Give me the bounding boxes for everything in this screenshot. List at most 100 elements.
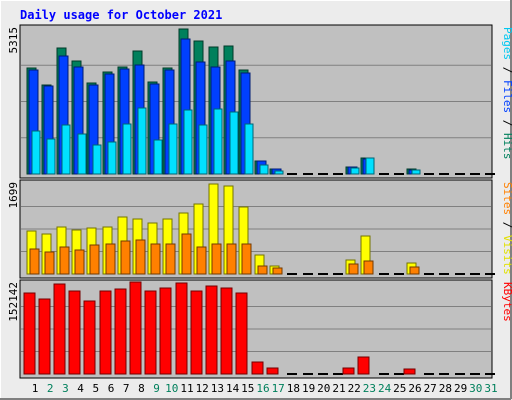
bar-kbytes	[235, 292, 248, 375]
bar-kbytes	[99, 290, 112, 375]
day-label: 6	[108, 382, 115, 395]
bar-kbytes	[205, 285, 218, 375]
legend: KBytes	[501, 282, 512, 322]
bar-kbytes	[23, 292, 36, 375]
bar-pages	[365, 157, 375, 175]
bar-pages	[229, 111, 239, 175]
day-label: 12	[196, 382, 209, 395]
bar-empty	[439, 273, 449, 275]
bar-empty	[424, 273, 434, 275]
bar-empty	[287, 173, 297, 175]
day-label: 13	[211, 382, 224, 395]
bar-empty	[424, 373, 434, 375]
bar-kbytes	[220, 287, 233, 375]
bar-kbytes	[68, 290, 81, 375]
bar-empty	[379, 373, 389, 375]
day-label: 1	[32, 382, 39, 395]
bar-pages	[183, 109, 193, 175]
bar-empty	[470, 173, 480, 175]
y-max-label: 152142	[7, 282, 20, 322]
chart-title: Daily usage for October 2021	[20, 8, 222, 22]
day-label: 29	[454, 382, 467, 395]
bar-pages	[31, 130, 41, 175]
bar-empty	[379, 173, 389, 175]
day-label: 20	[317, 382, 330, 395]
day-label: 11	[180, 382, 193, 395]
bar-sites	[211, 243, 222, 275]
legend-item: Sites	[501, 182, 512, 215]
day-label: 23	[363, 382, 376, 395]
day-label: 9	[153, 382, 160, 395]
legend: Pages / Files / Hits	[501, 27, 512, 160]
bar-sites	[363, 260, 374, 275]
bar-pages	[168, 123, 178, 175]
bar-empty	[287, 373, 297, 375]
bar-empty	[455, 273, 465, 275]
bar-pages	[137, 107, 147, 175]
day-label: 28	[439, 382, 452, 395]
bar-empty	[318, 273, 328, 275]
day-label: 16	[256, 382, 269, 395]
bar-empty	[333, 273, 343, 275]
bar-pages	[411, 169, 421, 175]
bar-pages	[244, 123, 254, 175]
bar-empty	[287, 273, 297, 275]
legend-item: /	[501, 60, 512, 80]
day-label: 10	[165, 382, 178, 395]
day-label: 3	[62, 382, 69, 395]
legend: Sites / Visits	[501, 182, 512, 275]
bar-pages	[46, 138, 56, 175]
day-label: 19	[302, 382, 315, 395]
bar-empty	[333, 173, 343, 175]
bar-pages	[92, 144, 102, 175]
bar-sites	[241, 243, 252, 275]
bar-kbytes	[251, 361, 264, 375]
bar-pages	[107, 141, 117, 175]
bar-sites	[44, 251, 55, 275]
bar-empty	[318, 373, 328, 375]
day-label: 31	[484, 382, 497, 395]
bar-pages	[153, 139, 163, 175]
bar-empty	[394, 373, 404, 375]
bar-pages	[77, 133, 87, 175]
bar-pages	[350, 167, 360, 175]
legend-item: /	[501, 215, 512, 235]
bar-empty	[379, 273, 389, 275]
day-label: 7	[123, 382, 130, 395]
legend-item: Pages	[501, 27, 512, 60]
bar-empty	[394, 273, 404, 275]
bar-empty	[470, 373, 480, 375]
bar-sites	[105, 243, 116, 275]
bar-sites	[257, 265, 268, 275]
bar-kbytes	[129, 281, 142, 375]
bar-kbytes	[144, 290, 157, 375]
day-label: 25	[393, 382, 406, 395]
bar-sites	[181, 233, 192, 275]
bar-sites	[120, 240, 131, 275]
bar-sites	[348, 263, 359, 275]
bar-kbytes	[38, 298, 51, 375]
day-label: 21	[332, 382, 345, 395]
bar-kbytes	[266, 367, 279, 375]
bar-kbytes	[175, 282, 188, 375]
day-label: 4	[77, 382, 84, 395]
panel-visits_sites: 1699 Sites / Visits	[7, 179, 512, 279]
day-label: 14	[226, 382, 240, 395]
bar-sites	[226, 243, 237, 275]
bar-empty	[303, 173, 313, 175]
chart-panels: 5315 Pages / Files / Hits 1699 Sites / Visi…	[7, 24, 512, 379]
bar-pages	[198, 124, 208, 175]
day-label: 2	[47, 382, 54, 395]
y-max-label: 5315	[7, 27, 20, 54]
bar-kbytes	[159, 287, 172, 375]
bar-pages	[259, 164, 269, 175]
bar-empty	[424, 173, 434, 175]
bar-kbytes	[83, 300, 96, 375]
day-label: 15	[241, 382, 254, 395]
bar-pages	[274, 170, 284, 175]
legend-item: Hits	[501, 133, 512, 160]
day-label: 5	[92, 382, 99, 395]
legend-item: /	[501, 113, 512, 133]
bar-kbytes	[190, 290, 203, 375]
bar-kbytes	[403, 368, 416, 375]
